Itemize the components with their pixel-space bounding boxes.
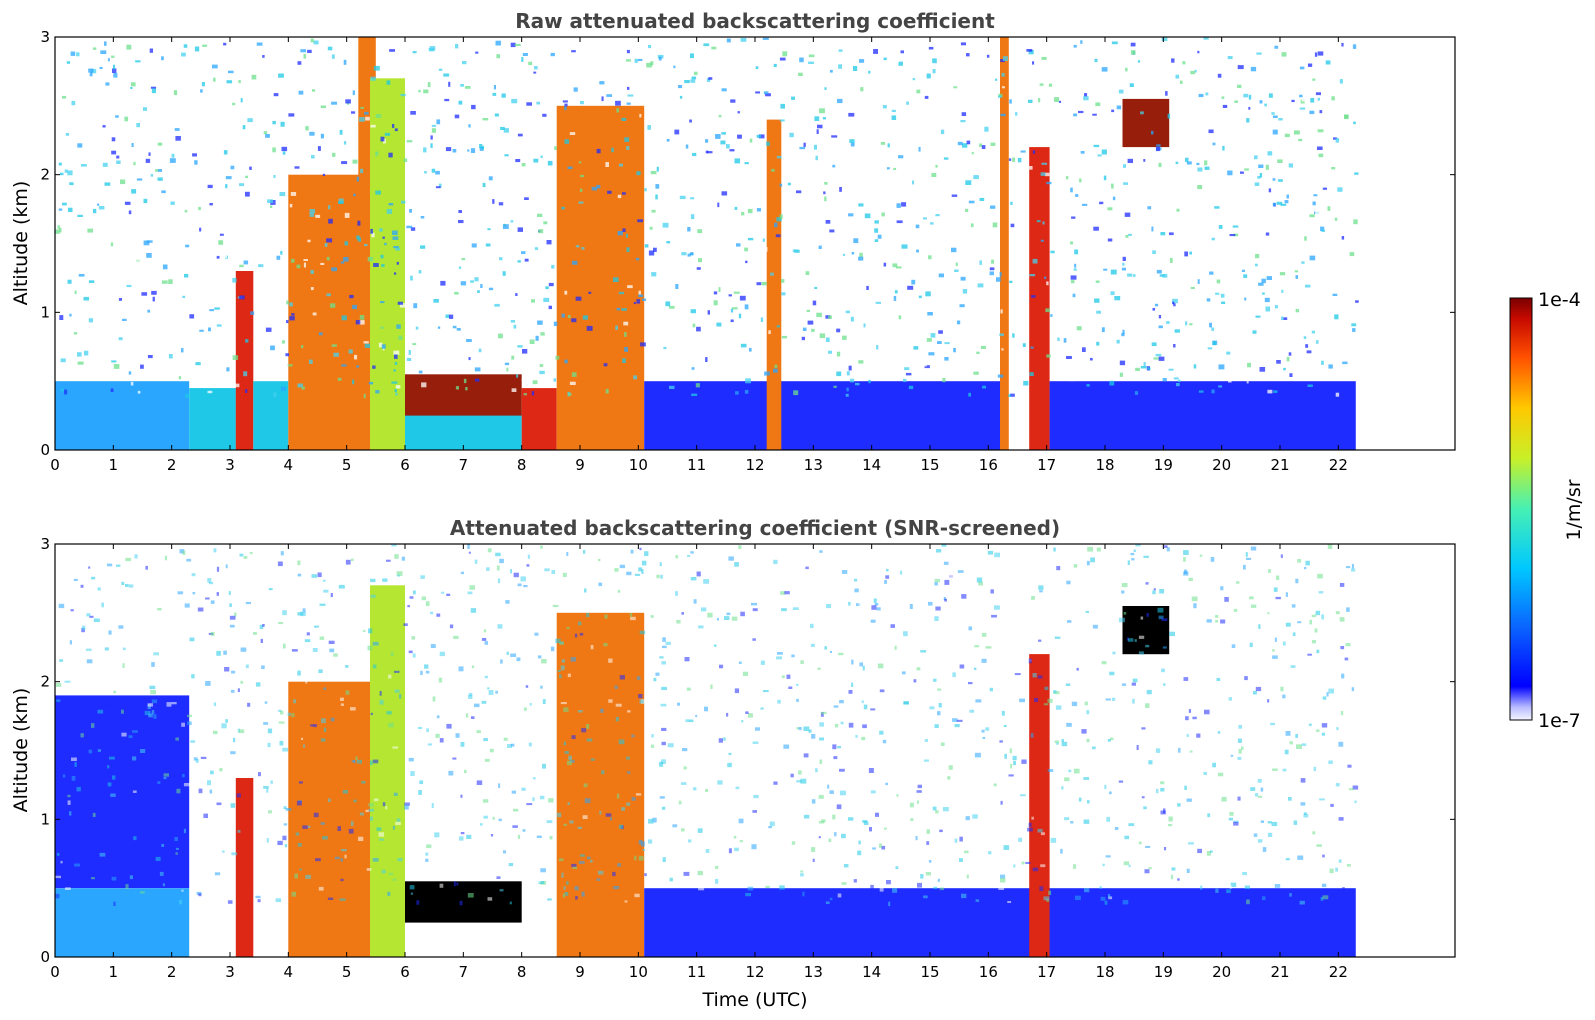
panel-screened-xlabel: Time (UTC) <box>701 989 807 1011</box>
heatmap-cell-0-0 <box>55 381 190 450</box>
colorbar-min-label: 1e-7 <box>1538 710 1581 732</box>
x-tick-label: 19 <box>1154 963 1173 981</box>
x-tick-label: 6 <box>400 963 410 981</box>
no-data-region <box>1355 38 1454 449</box>
x-tick-label: 17 <box>1037 456 1056 474</box>
x-tick-label: 9 <box>575 963 585 981</box>
y-tick-label: 1 <box>40 810 50 828</box>
panel-screened-title: Attenuated backscattering coefficient (S… <box>450 516 1060 540</box>
heatmap-cell-1-2 <box>235 778 254 957</box>
x-tick-label: 1 <box>109 456 119 474</box>
x-tick-label: 15 <box>920 456 939 474</box>
heatmap-cell-0-8 <box>405 374 522 416</box>
heatmap-cell-0-9 <box>521 388 557 450</box>
colorbar: 1e-4 1e-7 1/m/sr <box>1509 289 1585 732</box>
x-tick-label: 3 <box>225 963 235 981</box>
heatmap-cell-0-4 <box>288 174 370 450</box>
heatmap-cell-1-6 <box>556 612 645 957</box>
x-tick-label: 22 <box>1329 456 1348 474</box>
heatmap-cell-0-3 <box>253 381 289 450</box>
panel-screened: Attenuated backscattering coefficient (S… <box>10 516 1456 1011</box>
y-tick-label: 1 <box>40 303 50 321</box>
heatmap-cell-0-13 <box>1000 37 1009 450</box>
heatmap-cell-0-11 <box>644 381 1000 450</box>
heatmap-cell-1-8 <box>1029 654 1050 957</box>
x-tick-label: 18 <box>1095 456 1114 474</box>
panel-raw-heatmap <box>55 37 1455 450</box>
panel-screened-ylabel: Altitude (km) <box>10 688 32 813</box>
x-tick-label: 6 <box>400 456 410 474</box>
x-tick-label: 7 <box>459 456 469 474</box>
panel-raw-x-ticks: 0 1 2 3 4 5 6 7 8 9 10 11 12 13 14 15 16 17 18 19 20 21 22 <box>50 37 1348 474</box>
heatmap-cell-1-1 <box>55 695 190 889</box>
panel-raw: Raw attenuated backscattering coefficien… <box>10 9 1456 474</box>
x-tick-label: 21 <box>1270 456 1289 474</box>
x-tick-label: 18 <box>1095 963 1114 981</box>
panel-screened-heatmap <box>55 544 1455 957</box>
y-tick-label: 0 <box>40 948 50 966</box>
x-tick-label: 14 <box>862 963 881 981</box>
x-tick-label: 13 <box>804 963 823 981</box>
x-tick-label: 21 <box>1270 963 1289 981</box>
x-tick-label: 11 <box>687 963 706 981</box>
no-data-region <box>1355 545 1454 956</box>
heatmap-cell-0-12 <box>766 119 782 450</box>
heatmap-cell-0-14 <box>1029 147 1050 450</box>
panel-screened-y-ticks: 0 1 2 3 <box>40 535 1455 966</box>
heatmap-cell-0-10 <box>556 105 645 450</box>
x-tick-label: 19 <box>1154 456 1173 474</box>
colorbar-max-label: 1e-4 <box>1538 289 1581 311</box>
x-tick-label: 17 <box>1037 963 1056 981</box>
x-tick-label: 15 <box>920 963 939 981</box>
heatmap-cell-1-3 <box>288 681 370 957</box>
x-tick-label: 4 <box>284 963 294 981</box>
x-tick-label: 1 <box>109 963 119 981</box>
x-tick-label: 3 <box>225 456 235 474</box>
heatmap-cell-1-7 <box>644 888 1356 957</box>
colorbar-label: 1/m/sr <box>1563 479 1585 540</box>
x-tick-label: 7 <box>459 963 469 981</box>
x-tick-label: 20 <box>1212 456 1231 474</box>
x-tick-label: 2 <box>167 963 177 981</box>
panel-screened-x-ticks: 0 1 2 3 4 5 6 7 8 9 10 11 12 13 14 15 16 17 18 19 20 21 22 <box>50 544 1348 981</box>
y-tick-label: 2 <box>40 673 50 691</box>
heatmap-cell-1-0 <box>55 888 190 957</box>
y-tick-label: 3 <box>40 535 50 553</box>
x-tick-label: 5 <box>342 963 352 981</box>
x-tick-label: 22 <box>1329 963 1348 981</box>
x-tick-label: 5 <box>342 456 352 474</box>
heatmap-cell-1-4 <box>370 585 405 957</box>
x-tick-label: 4 <box>284 456 294 474</box>
x-tick-label: 0 <box>50 963 60 981</box>
x-tick-label: 16 <box>979 963 998 981</box>
heatmap-cell-0-16 <box>1122 98 1170 148</box>
x-tick-label: 13 <box>804 456 823 474</box>
x-tick-label: 0 <box>50 456 60 474</box>
y-tick-label: 3 <box>40 28 50 46</box>
x-tick-label: 20 <box>1212 963 1231 981</box>
x-tick-label: 2 <box>167 456 177 474</box>
x-tick-label: 12 <box>745 456 764 474</box>
panel-raw-ylabel: Altitude (km) <box>10 181 32 306</box>
x-tick-label: 10 <box>629 456 648 474</box>
heatmap-cell-1-5 <box>405 881 522 923</box>
y-tick-label: 2 <box>40 166 50 184</box>
x-tick-label: 11 <box>687 456 706 474</box>
y-tick-label: 0 <box>40 441 50 459</box>
x-tick-label: 9 <box>575 456 585 474</box>
x-tick-label: 8 <box>517 456 527 474</box>
heatmap-cell-0-1 <box>189 388 236 450</box>
panel-raw-title: Raw attenuated backscattering coefficien… <box>515 9 995 33</box>
x-tick-label: 16 <box>979 456 998 474</box>
x-tick-label: 8 <box>517 963 527 981</box>
colorbar-gradient <box>1509 297 1533 721</box>
heatmap-cell-0-2 <box>235 271 254 450</box>
panel-raw-y-ticks: 0 1 2 3 <box>40 28 1455 459</box>
x-tick-label: 10 <box>629 963 648 981</box>
x-tick-label: 12 <box>745 963 764 981</box>
x-tick-label: 14 <box>862 456 881 474</box>
